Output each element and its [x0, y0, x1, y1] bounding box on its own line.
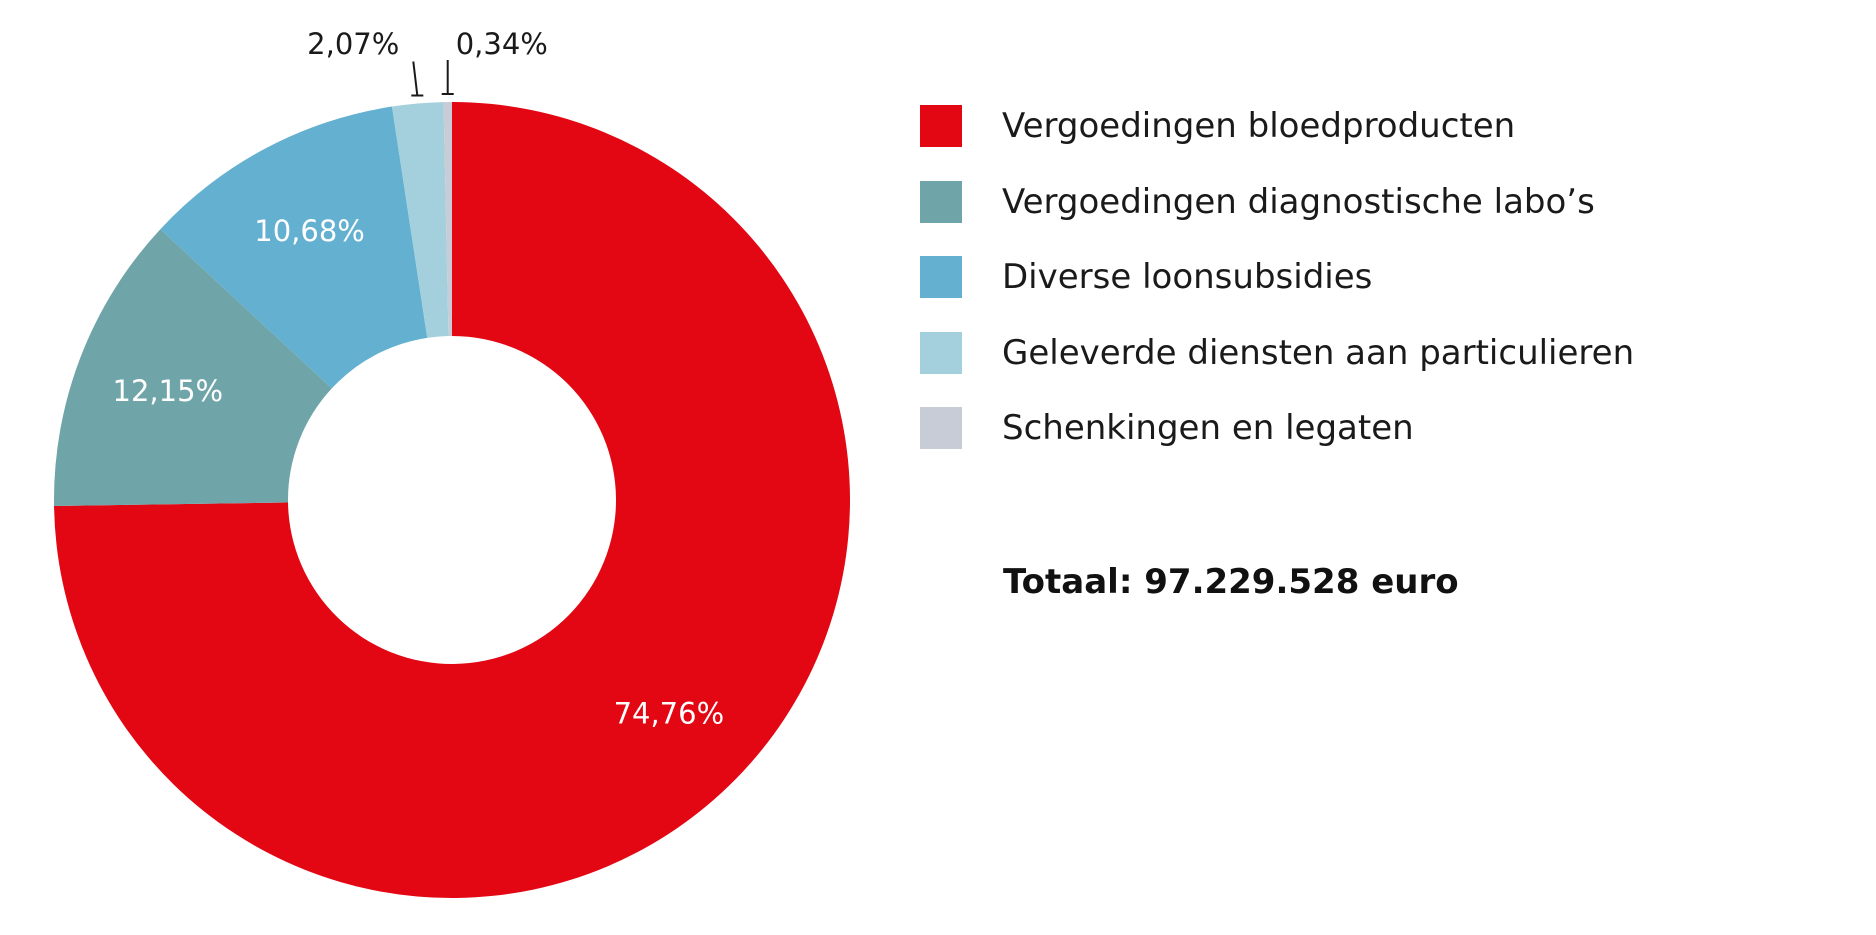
leader-line — [411, 61, 424, 97]
leader-line — [441, 60, 454, 96]
legend-label: Vergoedingen bloedproducten — [1002, 106, 1516, 146]
slice-labels: 74,76% 12,15% 10,68% 2,07% 0,34% — [113, 27, 725, 731]
slice-label: 12,15% — [113, 374, 224, 408]
total-label: Totaal: 97.229.528 euro — [1003, 562, 1459, 602]
legend-item: Vergoedingen diagnostische labo’s — [920, 180, 1634, 223]
legend: Vergoedingen bloedproducten Vergoedingen… — [920, 105, 1634, 483]
donut-slice — [54, 229, 332, 507]
donut-slice — [54, 102, 851, 898]
slice-label: 0,34% — [456, 27, 548, 61]
legend-label: Diverse loonsubsidies — [1002, 257, 1373, 297]
donut-slice — [391, 102, 449, 338]
slice-label: 10,68% — [254, 214, 365, 248]
legend-swatch — [920, 331, 962, 374]
donut-slice — [160, 106, 428, 389]
donut-slice — [443, 102, 452, 337]
legend-label: Geleverde diensten aan particulieren — [1002, 332, 1635, 373]
donut-slices — [54, 102, 851, 898]
legend-item: Vergoedingen bloedproducten — [920, 105, 1634, 147]
legend-swatch — [920, 105, 962, 147]
slice-label: 74,76% — [614, 697, 725, 731]
slice-label: 2,07% — [307, 27, 399, 61]
legend-swatch — [920, 407, 962, 449]
legend-swatch — [920, 256, 962, 298]
legend-item: Schenkingen en legaten — [920, 407, 1634, 449]
legend-label: Schenkingen en legaten — [1002, 408, 1414, 448]
legend-item: Diverse loonsubsidies — [920, 256, 1634, 298]
legend-label: Vergoedingen diagnostische labo’s — [1002, 181, 1595, 222]
legend-swatch — [920, 180, 962, 223]
legend-item: Geleverde diensten aan particulieren — [920, 331, 1635, 374]
